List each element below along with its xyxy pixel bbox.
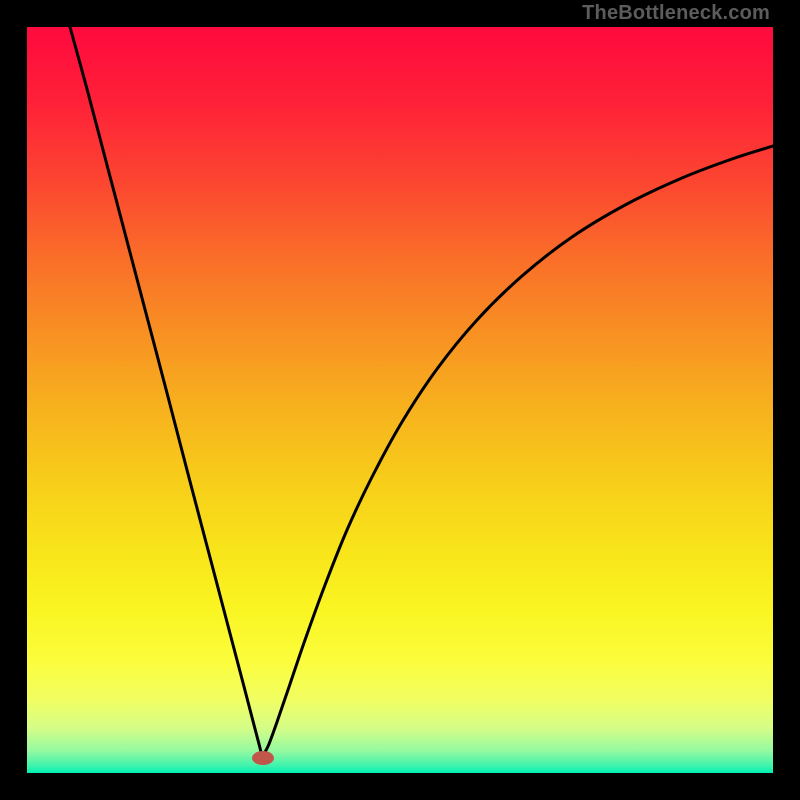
chart-frame: TheBottleneck.com (0, 0, 800, 800)
watermark-text: TheBottleneck.com (582, 2, 770, 25)
bottleneck-curve (70, 27, 773, 755)
plot-area (27, 27, 773, 773)
curve-layer (27, 27, 773, 773)
minimum-marker (252, 751, 274, 765)
